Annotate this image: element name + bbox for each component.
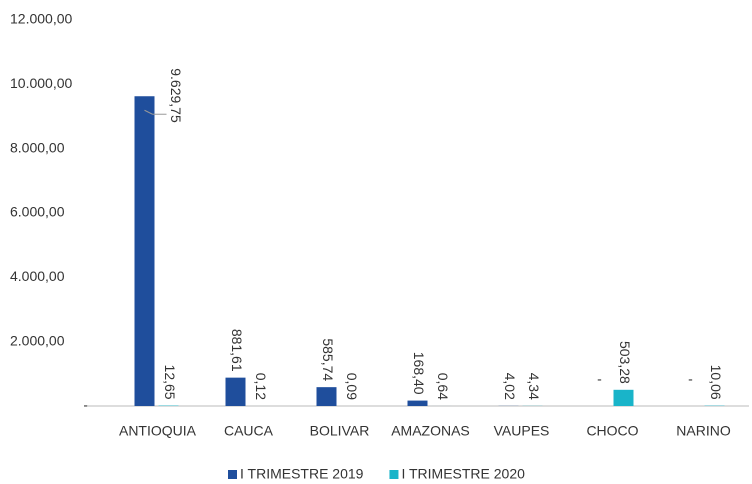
data-label: 881,61 (229, 329, 245, 372)
leader-line (144, 109, 153, 115)
x-tick-label: CHOCO (586, 423, 638, 439)
data-label: - (688, 371, 693, 387)
bar (225, 377, 246, 406)
data-label: 585,74 (320, 338, 336, 381)
bar (407, 400, 428, 406)
bar (134, 96, 155, 406)
x-tick-label: CAUCA (224, 423, 274, 439)
x-tick-label: ANTIOQUIA (119, 423, 197, 439)
y-tick-label: - (83, 397, 88, 413)
y-tick-label: 8.000,00 (10, 139, 65, 155)
data-label: 0,64 (435, 373, 451, 400)
y-tick-label: 12.000,00 (10, 11, 72, 27)
data-label: 168,40 (411, 352, 427, 395)
bar (316, 387, 337, 406)
data-label: 0,09 (344, 373, 360, 400)
data-label: 10,06 (708, 365, 724, 400)
y-tick-label: 4.000,00 (10, 268, 65, 284)
y-tick-label: 6.000,00 (10, 204, 65, 220)
legend-label: I TRIMESTRE 2019 (240, 466, 364, 482)
x-tick-label: AMAZONAS (391, 423, 470, 439)
legend-swatch (228, 470, 237, 479)
legend-swatch (389, 470, 399, 479)
data-label: 9.629,75 (168, 68, 184, 123)
x-tick-label: NARINO (676, 423, 731, 439)
y-tick-label: 2.000,00 (10, 332, 65, 348)
data-label: 503,28 (617, 341, 633, 384)
data-label: 4,34 (526, 373, 542, 400)
legend-label: I TRIMESTRE 2020 (401, 466, 525, 482)
data-label: 12,65 (162, 365, 178, 400)
bar (613, 389, 634, 406)
y-tick-label: 10.000,00 (10, 75, 72, 91)
x-tick-label: BOLIVAR (310, 423, 370, 439)
data-label: - (597, 371, 602, 387)
data-label: 4,02 (502, 373, 518, 400)
x-tick-label: VAUPES (494, 423, 550, 439)
data-label: 0,12 (253, 373, 269, 400)
